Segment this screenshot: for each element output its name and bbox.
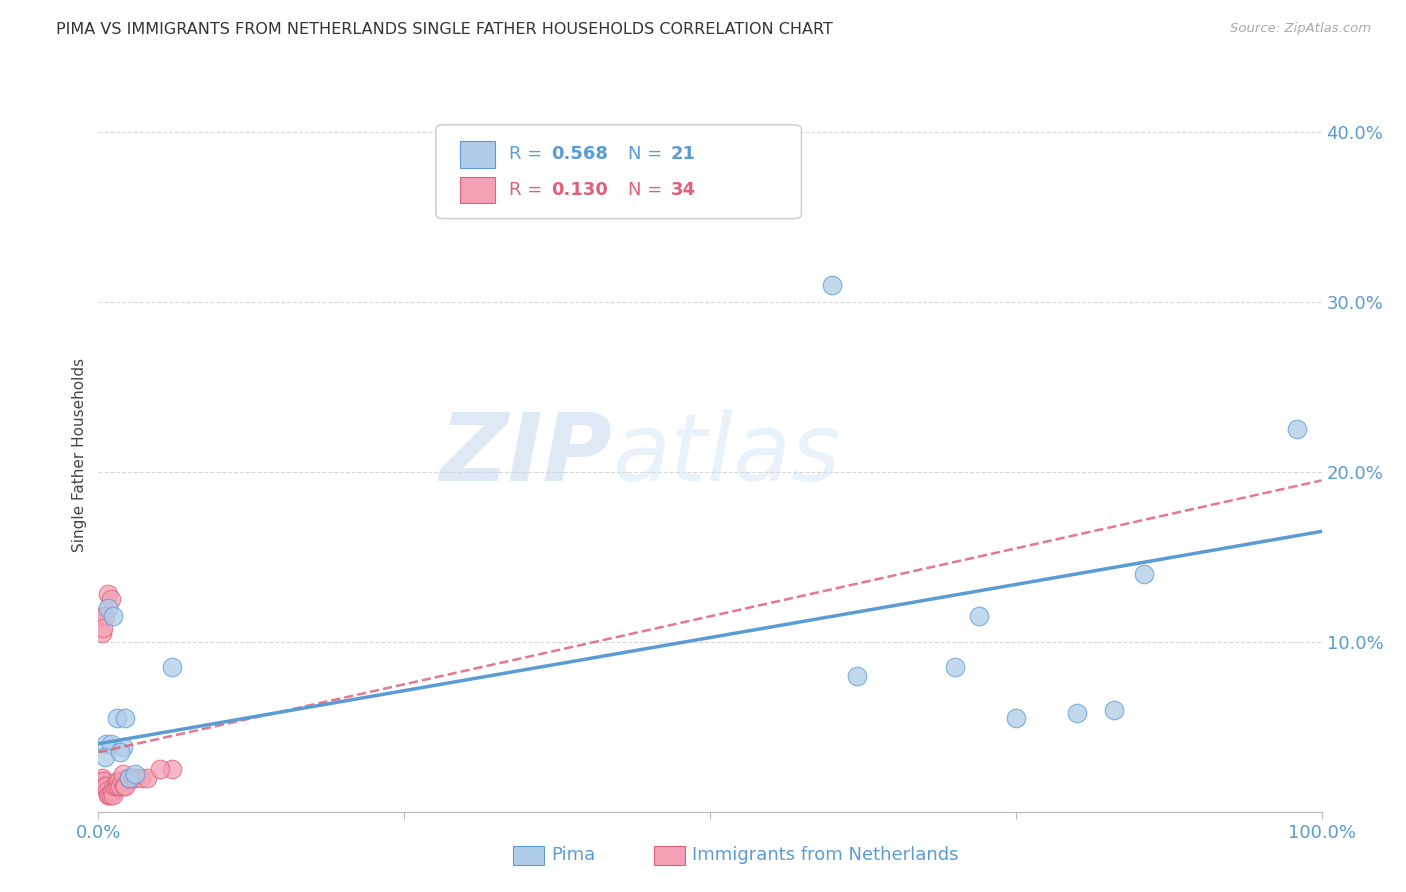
Point (91, 774, 114, 789)
Point (118, 771, 141, 785)
Y-axis label: Single Father Households: Single Father Households (72, 358, 87, 552)
Point (160, 660, 183, 674)
Point (111, 740, 134, 755)
Point (105, 774, 128, 789)
Point (91, 626, 114, 640)
Point (118, 771, 141, 785)
Text: PIMA VS IMMIGRANTS FROM NETHERLANDS SINGLE FATHER HOUSEHOLDS CORRELATION CHART: PIMA VS IMMIGRANTS FROM NETHERLANDS SING… (56, 22, 834, 37)
Point (104, 779, 127, 793)
Point (114, 711, 136, 725)
Point (105, 711, 128, 725)
Text: 34: 34 (671, 181, 696, 199)
Text: ZIP: ZIP (439, 409, 612, 501)
Point (91, 771, 114, 785)
Point (121, 771, 143, 785)
Point (101, 788, 124, 802)
Point (108, 774, 131, 789)
Point (93, 779, 115, 793)
Text: 0.568: 0.568 (551, 145, 609, 163)
Point (967, 609, 990, 624)
Point (943, 660, 966, 674)
Text: R =: R = (509, 145, 548, 163)
Point (845, 669, 868, 683)
Point (93, 609, 115, 624)
Text: N =: N = (628, 145, 668, 163)
Point (91, 621, 114, 635)
Point (94, 737, 117, 751)
Point (97, 600, 120, 615)
Point (97, 788, 120, 802)
Point (91, 609, 114, 624)
Point (149, 762, 172, 776)
Point (1102, 703, 1125, 717)
Point (100, 788, 122, 802)
Point (111, 767, 134, 781)
Point (136, 771, 159, 785)
Text: 21: 21 (671, 145, 696, 163)
Point (107, 779, 129, 793)
Point (1066, 706, 1088, 721)
Point (111, 774, 134, 789)
Point (160, 762, 183, 776)
Text: Immigrants from Netherlands: Immigrants from Netherlands (692, 847, 959, 864)
Point (124, 771, 146, 785)
Point (114, 779, 136, 793)
Text: Source: ZipAtlas.com: Source: ZipAtlas.com (1230, 22, 1371, 36)
Point (103, 779, 125, 793)
Point (96, 784, 118, 798)
Point (100, 592, 122, 607)
Point (1133, 566, 1156, 581)
Point (101, 609, 124, 624)
Point (112, 779, 135, 793)
Point (110, 779, 132, 793)
Text: N =: N = (628, 181, 668, 199)
Text: atlas: atlas (612, 409, 841, 500)
Point (90, 774, 112, 789)
Text: Pima: Pima (551, 847, 595, 864)
Point (821, 278, 844, 293)
Point (129, 771, 152, 785)
Point (98, 788, 121, 802)
Point (100, 737, 122, 751)
Point (93, 750, 115, 764)
Point (1286, 422, 1309, 436)
Point (94, 779, 117, 793)
Point (124, 767, 146, 781)
Text: 0.130: 0.130 (551, 181, 607, 199)
Point (110, 745, 132, 759)
Point (97, 587, 120, 601)
Point (1004, 711, 1026, 725)
Text: R =: R = (509, 181, 548, 199)
Point (101, 784, 124, 798)
